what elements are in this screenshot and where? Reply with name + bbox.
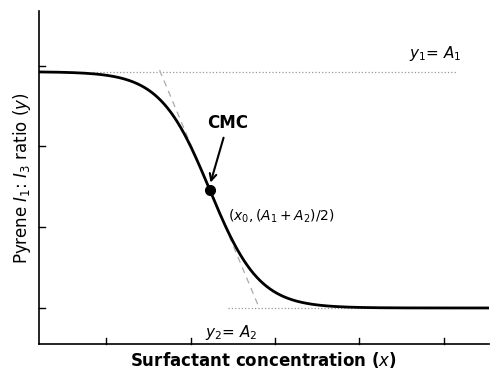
Y-axis label: Pyrene $I_1$: $I_3$ ratio ($y$): Pyrene $I_1$: $I_3$ ratio ($y$) [11, 92, 33, 264]
Text: $(x_0, (A_1 + A_2)/2)$: $(x_0, (A_1 + A_2)/2)$ [228, 208, 334, 226]
Text: $y_1$= $A_1$: $y_1$= $A_1$ [410, 43, 462, 62]
Text: $y_2$= $A_2$: $y_2$= $A_2$ [205, 323, 258, 342]
Text: CMC: CMC [208, 114, 248, 180]
X-axis label: Surfactant concentration ($x$): Surfactant concentration ($x$) [130, 350, 397, 370]
